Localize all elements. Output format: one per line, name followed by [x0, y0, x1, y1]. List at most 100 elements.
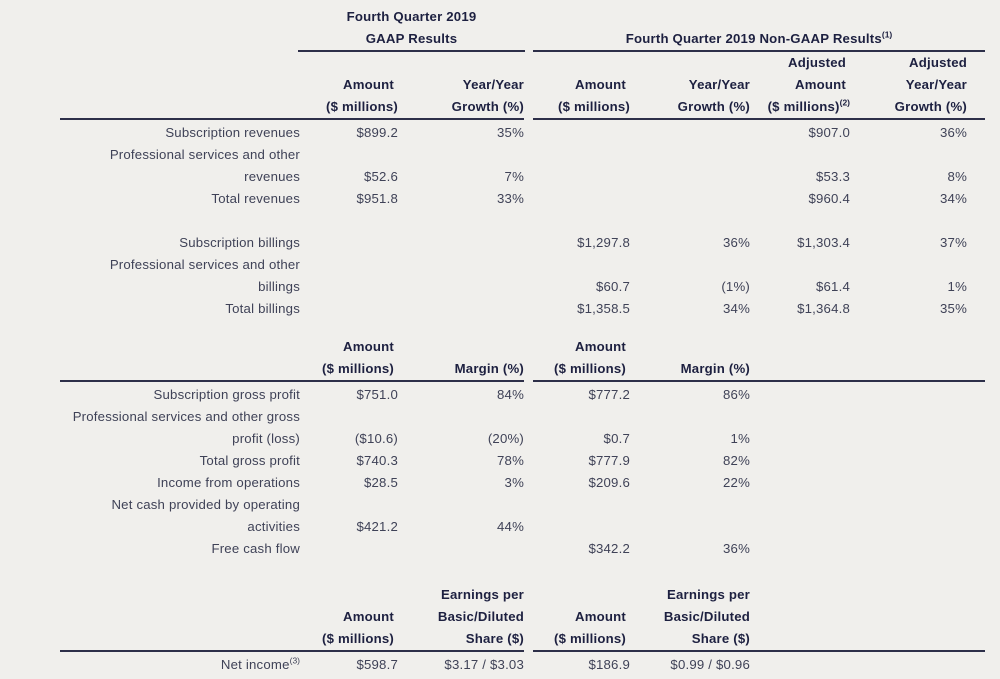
- nongaap-growth-units: Growth (%): [677, 99, 750, 114]
- adjusted-amount-units-text: ($ millions): [767, 99, 840, 114]
- table-row: Total revenues $951.8 33% $960.4 34%: [60, 188, 985, 210]
- table-row: Amount Basic/Diluted Amount Basic/Diluted: [60, 606, 985, 628]
- eps-rule: [60, 650, 985, 652]
- row-label: billings: [258, 279, 300, 294]
- value-cell: $777.2: [588, 387, 630, 402]
- value-cell: $60.7: [595, 279, 630, 294]
- nongaap-title-text: Fourth Quarter 2019 Non-GAAP Results: [625, 31, 882, 46]
- row-label: Total gross profit: [199, 453, 300, 468]
- value-cell: $951.8: [356, 191, 398, 206]
- value-cell: 8%: [947, 169, 967, 184]
- value-cell: $1,297.8: [577, 235, 630, 250]
- adjusted-growth-header: Adjusted: [908, 55, 967, 70]
- value-cell: Share ($): [465, 631, 524, 646]
- column-header-row: Adjusted Adjusted: [60, 52, 985, 74]
- column-header-row: ($ millions) Growth (%) ($ millions) Gro…: [60, 96, 985, 118]
- value-cell: 35%: [497, 125, 524, 140]
- value-cell: $28.5: [363, 475, 398, 490]
- profitability-rule: [60, 380, 985, 382]
- value-cell: $52.6: [363, 169, 398, 184]
- value-cell: Amount: [574, 609, 626, 624]
- column-headers: Adjusted Adjusted Amount Year/Year Amoun…: [60, 52, 985, 118]
- value-cell: ($10.6): [354, 431, 398, 446]
- table-row: revenues $52.6 7% $53.3 8%: [60, 166, 985, 188]
- adjusted-amount-header: Adjusted: [787, 55, 846, 70]
- value-cell: [626, 584, 630, 606]
- value-cell: $3.17 / $3.03: [444, 657, 524, 672]
- value-cell: 1%: [730, 431, 750, 446]
- value-cell: 35%: [940, 301, 967, 316]
- table-row: Professional services and other gross: [60, 406, 985, 428]
- value-cell: $907.0: [808, 125, 850, 140]
- value-cell: Margin (%): [680, 361, 750, 376]
- value-cell: 36%: [940, 125, 967, 140]
- rule-segment: [533, 118, 985, 120]
- value-cell: [967, 406, 985, 428]
- gaap-title-line1: Fourth Quarter 2019: [346, 9, 477, 24]
- value-cell: Margin (%): [454, 361, 524, 376]
- table-row: Amount Amount: [60, 336, 985, 358]
- value-cell: $598.7: [356, 657, 398, 672]
- table-row: Subscription gross profit $751.0 84% $777.2…: [60, 384, 985, 406]
- value-cell: [846, 584, 850, 606]
- value-cell: ($ millions): [553, 631, 626, 646]
- value-cell: Basic/Diluted: [663, 609, 750, 624]
- value-cell: [967, 584, 985, 606]
- value-cell: [846, 358, 850, 380]
- value-cell: [846, 606, 850, 628]
- value-cell: 86%: [723, 387, 750, 402]
- table-row: Total gross profit $740.3 78% $777.9 82%: [60, 450, 985, 472]
- value-cell: [967, 538, 985, 560]
- value-cell: [967, 428, 985, 450]
- group-header: Fourth Quarter 2019 GAAP Results Fourth …: [60, 0, 985, 52]
- value-cell: $960.4: [808, 191, 850, 206]
- value-cell: [967, 210, 985, 232]
- table-row: [60, 210, 985, 232]
- value-cell: [846, 628, 850, 650]
- row-label: Subscription billings: [179, 235, 300, 250]
- value-cell: ($ millions): [553, 361, 626, 376]
- value-cell: [967, 144, 985, 166]
- row-label: profit (loss): [232, 431, 300, 446]
- value-cell: 33%: [497, 191, 524, 206]
- table-row: activities $421.2 44%: [60, 516, 985, 538]
- row-label: Income from operations: [157, 475, 300, 490]
- row-label: Professional services and other gross: [72, 409, 300, 424]
- value-cell: 1%: [947, 279, 967, 294]
- table-row: Total billings $1,358.5 34% $1,364.8 35%: [60, 298, 985, 320]
- value-cell: Amount: [342, 339, 394, 354]
- table-row: ($ millions) Margin (%) ($ millions) Margin…: [60, 358, 985, 380]
- value-cell: 36%: [723, 541, 750, 556]
- value-cell: [967, 384, 985, 406]
- value-cell: [967, 336, 985, 358]
- gaap-amount-units: ($ millions): [325, 99, 398, 114]
- gaap-title-line2: GAAP Results: [365, 31, 458, 46]
- value-cell: 44%: [497, 519, 524, 534]
- footnote-ref-3: (3): [289, 655, 300, 666]
- nongaap-amount-header: Amount: [574, 77, 626, 92]
- gaap-amount-header: Amount: [342, 77, 394, 92]
- value-cell: 78%: [497, 453, 524, 468]
- nongaap-title: Fourth Quarter 2019 Non-GAAP Results(1): [533, 29, 985, 46]
- rule-segment: [60, 380, 524, 382]
- table-row: ($ millions) Share ($) ($ millions) Share (…: [60, 628, 985, 650]
- rule-segment: [533, 650, 985, 652]
- footnote-ref-1: (1): [881, 29, 893, 40]
- value-cell: Share ($): [691, 631, 750, 646]
- row-label: Total revenues: [211, 191, 300, 206]
- value-cell: ($ millions): [321, 361, 394, 376]
- row-label: Subscription gross profit: [153, 387, 300, 402]
- value-cell: $1,364.8: [797, 301, 850, 316]
- value-cell: 84%: [497, 387, 524, 402]
- results-table: Fourth Quarter 2019 GAAP Results Fourth …: [60, 0, 985, 676]
- gaap-growth-header: Year/Year: [462, 77, 524, 92]
- value-cell: [967, 606, 985, 628]
- value-cell: Basic/Diluted: [437, 609, 524, 624]
- value-cell: 37%: [940, 235, 967, 250]
- table-row: billings $60.7 (1%) $61.4 1%: [60, 276, 985, 298]
- value-cell: $1,358.5: [577, 301, 630, 316]
- value-cell: 7%: [504, 169, 524, 184]
- value-cell: [967, 254, 985, 276]
- adjusted-amount-header: Amount: [794, 77, 846, 92]
